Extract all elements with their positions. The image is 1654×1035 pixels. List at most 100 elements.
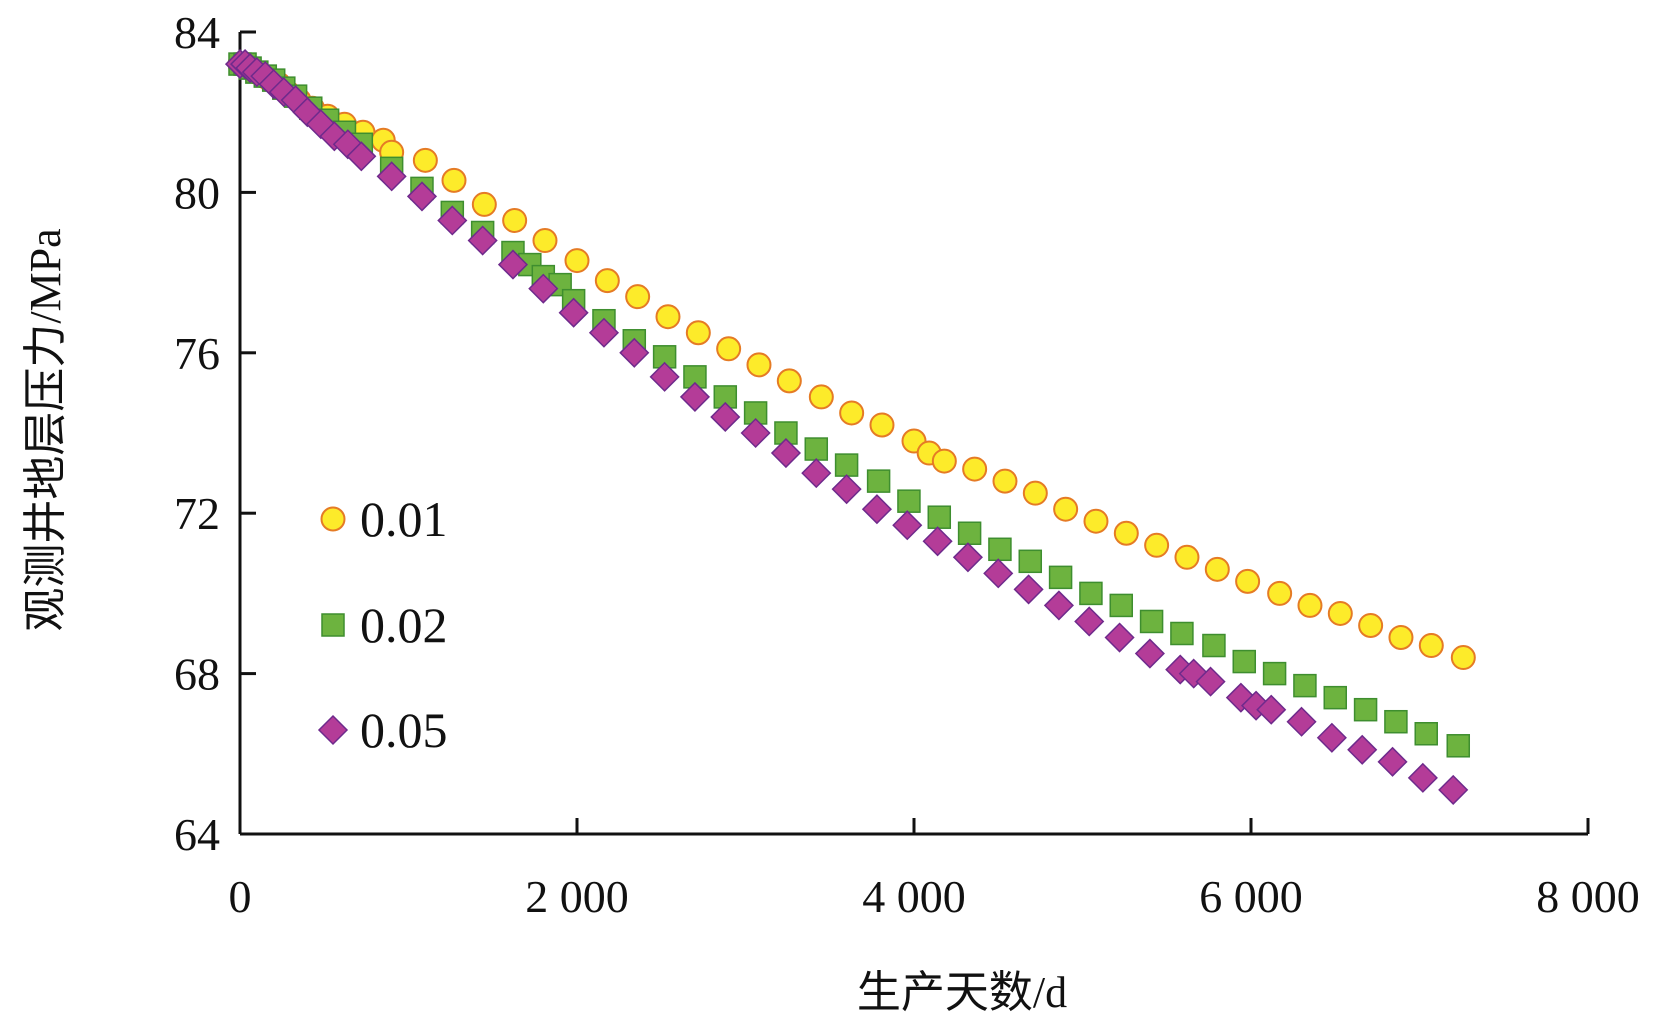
data-point-circle	[1388, 625, 1414, 651]
legend-label: 0.02	[360, 597, 448, 653]
data-point-square	[927, 505, 952, 529]
legend-item-0.01: 0.01	[320, 491, 448, 547]
data-point-diamond	[346, 141, 377, 172]
data-point-diamond	[649, 361, 680, 392]
data-point-diamond	[437, 205, 468, 236]
data-point-circle	[839, 400, 865, 426]
data-point-circle	[1022, 480, 1048, 506]
legend: 0.01 0.02 0.05	[317, 491, 448, 758]
x-tick-label: 0	[229, 871, 252, 922]
x-axis-title: 生产天数/d	[857, 968, 1067, 1017]
legend-item-0.05: 0.05	[317, 702, 448, 758]
data-point-square	[866, 469, 891, 493]
data-point-square	[1202, 633, 1226, 658]
points-layer	[224, 49, 1476, 805]
data-point-circle	[594, 268, 620, 294]
data-point-diamond	[1438, 774, 1469, 805]
data-point-circle	[1327, 600, 1353, 626]
y-tick-label: 84	[174, 7, 220, 58]
legend-item-0.02: 0.02	[321, 597, 448, 653]
x-tick-label: 2 000	[525, 871, 629, 922]
data-point-square	[897, 489, 921, 513]
data-point-diamond	[1407, 762, 1438, 793]
data-point-circle	[746, 352, 772, 378]
y-tick-label: 68	[174, 649, 220, 700]
data-point-square	[1079, 581, 1103, 606]
data-point-circle	[685, 320, 711, 346]
y-tick-label: 80	[174, 167, 220, 218]
data-point-circle	[1267, 580, 1293, 606]
x-tick-label: 6 000	[1199, 871, 1303, 922]
data-point-circle	[992, 468, 1018, 494]
data-point-diamond	[1316, 722, 1347, 753]
data-point-diamond	[1104, 622, 1135, 653]
data-point-circle	[1297, 592, 1323, 618]
data-point-diamond	[922, 526, 953, 557]
data-point-circle	[869, 412, 895, 438]
data-point-diamond	[861, 494, 892, 525]
data-point-circle	[931, 448, 957, 474]
data-point-diamond	[588, 317, 620, 348]
y-tick-label: 76	[174, 328, 220, 379]
data-point-diamond	[892, 510, 923, 541]
data-point-square	[1170, 621, 1194, 646]
x-tick-label: 4 000	[862, 871, 966, 922]
data-point-square	[1414, 722, 1438, 746]
data-point-circle	[1358, 612, 1384, 638]
data-point-circle	[471, 191, 497, 217]
data-point-diamond	[406, 181, 438, 212]
data-point-circle	[716, 336, 742, 362]
data-point-circle	[1113, 520, 1139, 546]
data-point-diamond	[467, 225, 498, 256]
data-point-square	[1353, 697, 1378, 722]
data-point-diamond	[528, 273, 559, 304]
data-point-square	[957, 521, 982, 545]
series-0.05	[224, 49, 1469, 805]
data-point-circle	[532, 228, 558, 254]
data-point-circle	[564, 248, 590, 274]
data-point-square	[988, 537, 1012, 562]
data-point-circle	[441, 167, 467, 193]
data-point-circle	[962, 456, 988, 482]
data-point-diamond	[679, 381, 711, 412]
data-point-circle	[1083, 508, 1109, 534]
data-point-square	[1109, 593, 1134, 618]
legend-marker-circle	[320, 506, 346, 532]
y-tick-label: 72	[174, 488, 220, 539]
data-point-circle	[412, 147, 438, 173]
data-point-diamond	[801, 458, 832, 489]
data-point-square	[1139, 609, 1164, 634]
data-point-diamond	[1195, 666, 1226, 697]
data-point-square	[1384, 709, 1408, 734]
data-point-diamond	[1134, 638, 1165, 669]
data-point-circle	[776, 368, 802, 394]
data-point-diamond	[497, 249, 529, 280]
data-point-diamond	[831, 474, 862, 505]
data-point-diamond	[376, 161, 407, 192]
data-point-diamond	[558, 297, 589, 328]
y-axis-title: 观测井地层压力/MPa	[21, 228, 70, 631]
legend-marker-diamond	[317, 714, 349, 746]
y-tick-label: 64	[174, 809, 220, 860]
data-point-diamond	[1377, 746, 1408, 777]
data-point-square	[1262, 661, 1287, 686]
data-point-circle	[1053, 496, 1079, 522]
data-point-circle	[502, 207, 528, 233]
data-point-square	[1232, 649, 1257, 674]
data-point-circle	[1204, 556, 1230, 582]
data-point-diamond	[1256, 694, 1287, 725]
data-point-square	[1323, 685, 1347, 710]
data-point-circle	[1450, 645, 1476, 671]
data-point-diamond	[1013, 574, 1044, 605]
data-point-circle	[1174, 544, 1200, 570]
data-point-square	[1293, 673, 1317, 698]
axes-layer: 64 68 72 76 80 84 0 2 000 4 000 6 000 8 000	[174, 7, 1640, 922]
data-point-circle	[625, 284, 651, 310]
x-tick-label: 8 000	[1536, 871, 1640, 922]
legend-marker-square	[321, 613, 345, 637]
data-point-square	[1446, 734, 1471, 758]
data-point-circle	[1144, 532, 1170, 558]
data-point-square	[1048, 565, 1073, 590]
